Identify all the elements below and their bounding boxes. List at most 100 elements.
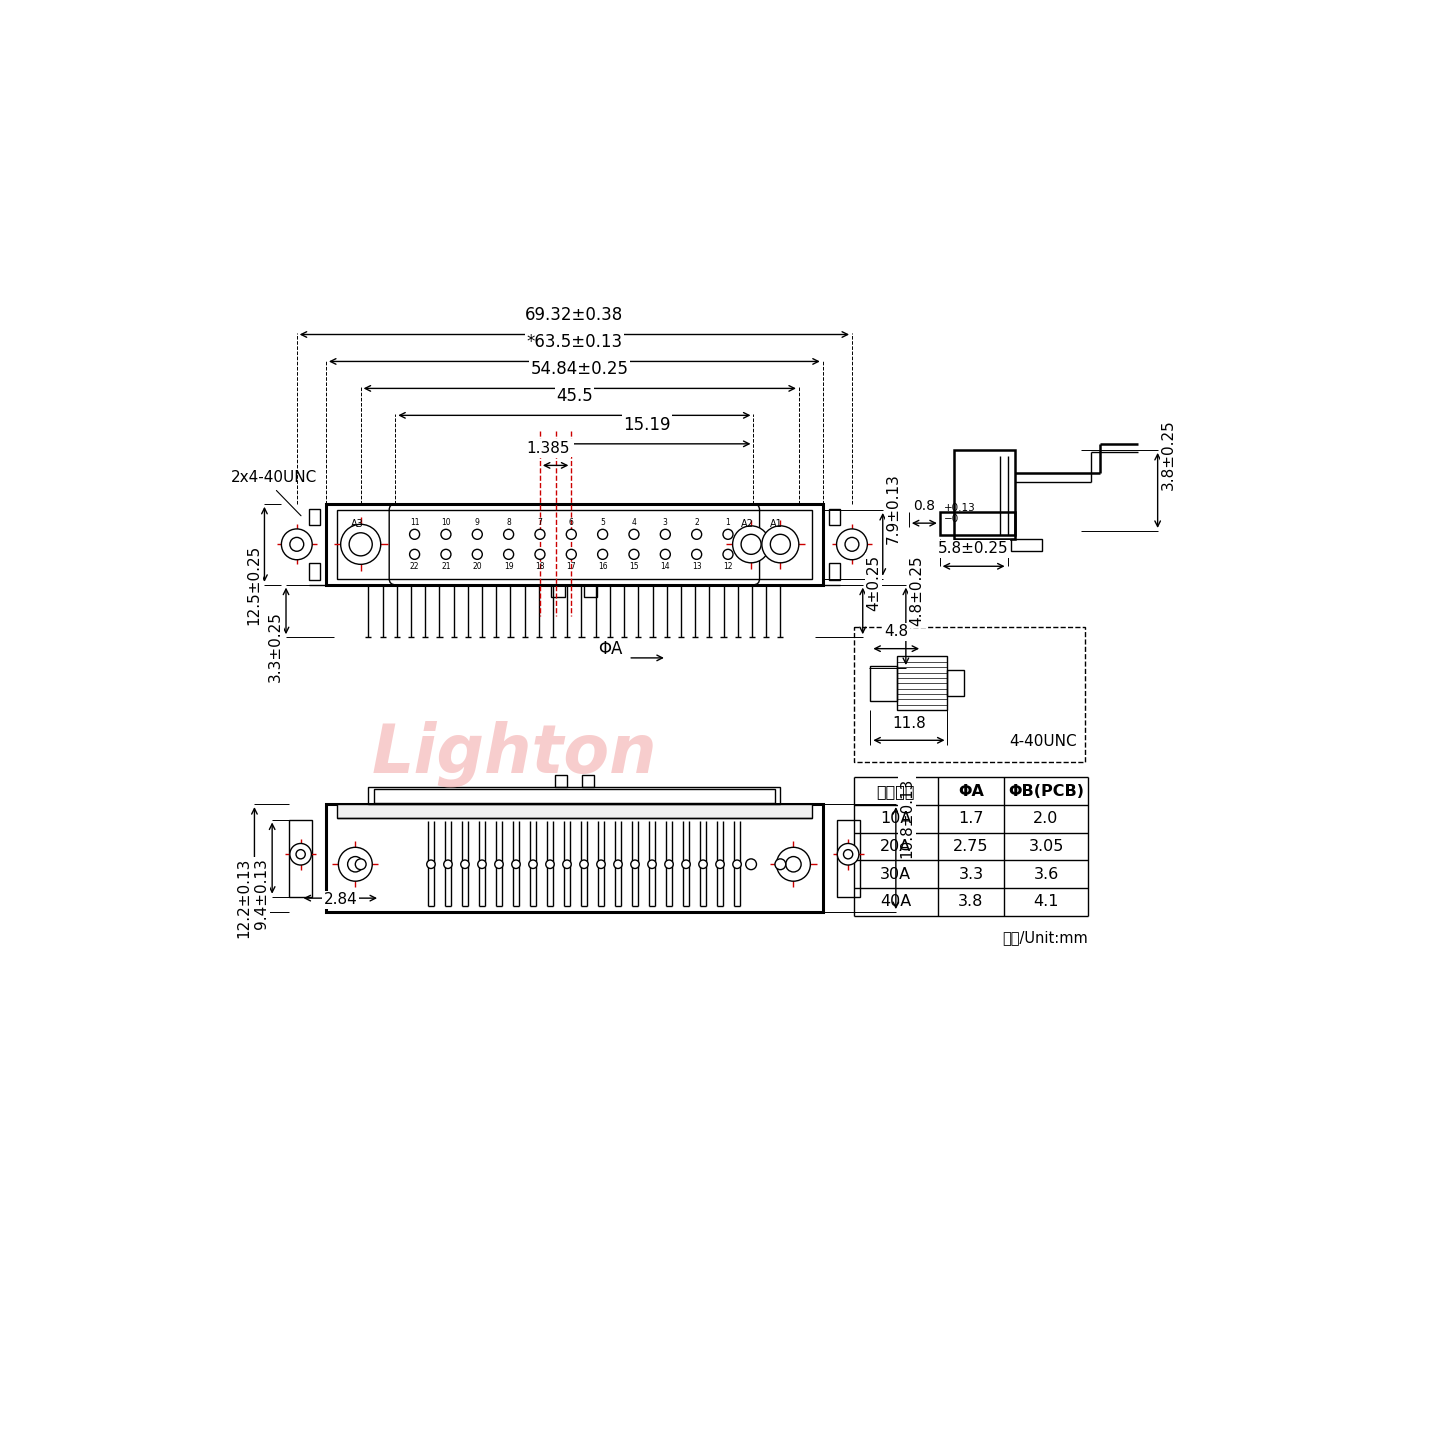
Text: 4-40UNC: 4-40UNC (1009, 734, 1077, 749)
Circle shape (770, 534, 791, 554)
Text: 14: 14 (661, 562, 670, 572)
Text: ΦB(PCB): ΦB(PCB) (1008, 783, 1084, 799)
Text: 3.3±0.25: 3.3±0.25 (268, 611, 282, 681)
Bar (310, 563, 320, 580)
Bar (289, 819, 312, 897)
Text: 22: 22 (410, 562, 419, 572)
Text: 45.5: 45.5 (556, 387, 593, 405)
Bar (583, 585, 598, 598)
Text: 12.2±0.13: 12.2±0.13 (236, 858, 251, 939)
Text: 单位/Unit:mm: 单位/Unit:mm (1002, 930, 1089, 945)
Bar (552, 585, 564, 598)
Circle shape (289, 844, 311, 865)
Text: 0.8: 0.8 (913, 500, 936, 513)
Circle shape (837, 844, 858, 865)
Text: 10: 10 (441, 517, 451, 527)
Circle shape (723, 530, 733, 540)
Text: 21: 21 (441, 562, 451, 572)
Text: A3: A3 (350, 520, 363, 530)
Circle shape (775, 858, 786, 870)
Circle shape (733, 526, 769, 563)
Text: A1: A1 (770, 520, 783, 530)
Circle shape (691, 530, 701, 540)
Bar (948, 670, 965, 697)
Circle shape (511, 860, 520, 868)
Circle shape (534, 530, 544, 540)
Text: 2.75: 2.75 (953, 840, 989, 854)
Circle shape (409, 530, 419, 540)
Text: −0: −0 (943, 514, 959, 524)
Text: +0.13: +0.13 (943, 503, 975, 513)
Text: 15.19: 15.19 (624, 416, 671, 433)
Bar (337, 804, 812, 818)
Text: 11: 11 (410, 517, 419, 527)
Text: 17: 17 (566, 562, 576, 572)
Circle shape (566, 549, 576, 559)
Text: 2.84: 2.84 (324, 893, 357, 907)
Circle shape (681, 860, 690, 868)
Text: Lighton: Lighton (372, 721, 658, 788)
Circle shape (461, 860, 469, 868)
Text: ΦA: ΦA (598, 639, 622, 658)
Text: 2.77: 2.77 (539, 441, 573, 455)
Bar (325, 804, 822, 912)
Circle shape (546, 860, 554, 868)
Text: 9: 9 (475, 517, 480, 527)
Circle shape (504, 530, 514, 540)
Text: 3.05: 3.05 (1028, 840, 1064, 854)
Text: 3.6: 3.6 (1034, 867, 1058, 881)
Circle shape (580, 860, 588, 868)
Circle shape (281, 528, 312, 560)
Bar (870, 665, 897, 701)
Text: 3.8: 3.8 (958, 894, 984, 910)
Text: 4.8: 4.8 (884, 625, 909, 639)
Circle shape (528, 860, 537, 868)
Circle shape (347, 857, 363, 873)
Bar (374, 789, 775, 802)
Circle shape (762, 526, 799, 563)
Bar (582, 775, 593, 788)
Circle shape (598, 530, 608, 540)
Circle shape (596, 860, 605, 868)
Circle shape (629, 530, 639, 540)
Text: ΦA: ΦA (958, 783, 984, 799)
Circle shape (478, 860, 487, 868)
Circle shape (426, 860, 435, 868)
Text: 20A: 20A (880, 840, 912, 854)
Circle shape (472, 549, 482, 559)
Circle shape (786, 857, 801, 873)
Bar (940, 511, 1015, 534)
Text: 13: 13 (691, 562, 701, 572)
Circle shape (504, 549, 514, 559)
Bar (829, 563, 840, 580)
Circle shape (495, 860, 503, 868)
Circle shape (534, 549, 544, 559)
Circle shape (691, 549, 701, 559)
Circle shape (742, 534, 762, 554)
Circle shape (648, 860, 657, 868)
Text: 12.5±0.25: 12.5±0.25 (246, 544, 261, 625)
Text: 3.8±0.25: 3.8±0.25 (1161, 419, 1176, 491)
Circle shape (289, 537, 304, 552)
Text: 4.1: 4.1 (1034, 894, 1058, 910)
Circle shape (341, 524, 380, 564)
Text: 19: 19 (504, 562, 514, 572)
Bar (337, 510, 812, 579)
Text: 额定电流: 额定电流 (877, 783, 914, 799)
Bar (369, 788, 780, 804)
Circle shape (661, 530, 670, 540)
Text: *63.5±0.13: *63.5±0.13 (526, 334, 622, 351)
Bar (837, 819, 860, 897)
Circle shape (665, 860, 674, 868)
Circle shape (444, 860, 452, 868)
Text: A2: A2 (740, 520, 753, 530)
Text: 2x4-40UNC: 2x4-40UNC (232, 471, 318, 485)
Circle shape (441, 530, 451, 540)
Text: 2.0: 2.0 (1034, 811, 1058, 827)
Circle shape (746, 858, 756, 870)
Text: 1.7: 1.7 (958, 811, 984, 827)
Text: 4: 4 (632, 517, 636, 527)
Text: 30A: 30A (880, 867, 912, 881)
Text: 6: 6 (569, 517, 573, 527)
Text: 8: 8 (507, 517, 511, 527)
